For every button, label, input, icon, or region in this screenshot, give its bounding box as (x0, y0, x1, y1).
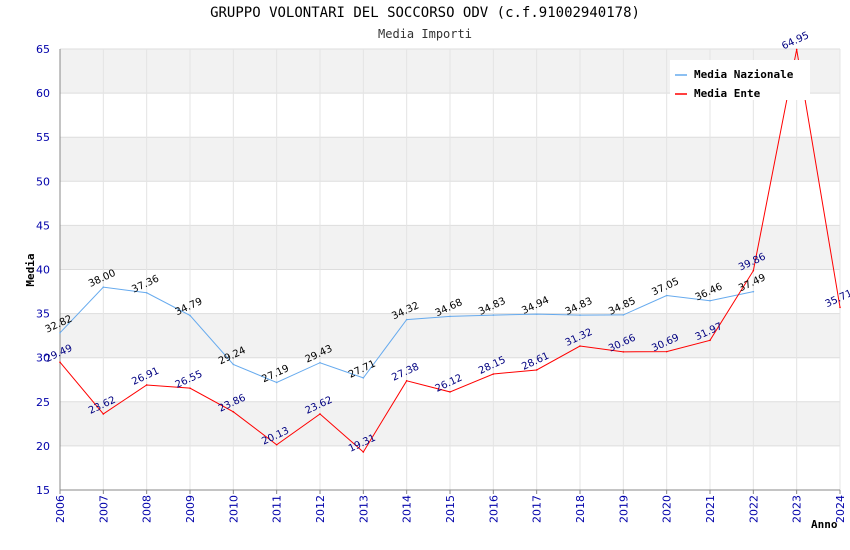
media-nazionale-data-label: 38.00 (87, 268, 118, 290)
media-nazionale-point (622, 314, 625, 316)
x-tick-label: 2019 (617, 495, 630, 523)
media-nazionale-point (492, 314, 495, 316)
media-ente-point (145, 384, 148, 386)
media-nazionale-point (405, 318, 408, 321)
y-tick-label: 25 (36, 396, 50, 409)
x-tick-label: 2006 (54, 495, 67, 523)
x-tick-label: 2017 (531, 495, 544, 523)
y-tick-label: 60 (36, 87, 50, 100)
x-tick-label: 2020 (661, 495, 674, 523)
y-tick-label: 55 (36, 131, 50, 144)
media-ente-point (665, 350, 668, 353)
x-tick-label: 2010 (227, 495, 240, 523)
legend-label-media-ente: Media Ente (694, 87, 761, 100)
media-nazionale-point (275, 381, 278, 384)
x-tick-label: 2012 (314, 495, 327, 523)
y-tick-label: 15 (36, 484, 50, 497)
legend-label-media-nazionale: Media Nazionale (694, 68, 794, 81)
chart-title: GRUPPO VOLONTARI DEL SOCCORSO ODV (c.f.9… (210, 5, 640, 21)
x-tick-label: 2013 (357, 495, 370, 523)
media-ente-point (449, 391, 451, 393)
axes (59, 49, 841, 494)
media-ente-point (102, 413, 105, 415)
y-axis-label: Media (24, 253, 37, 286)
y-tick-label: 20 (36, 440, 50, 453)
series-lines (59, 48, 841, 453)
gridlines (59, 48, 841, 491)
media-nazionale-point (59, 332, 61, 334)
media-ente-point (752, 269, 755, 272)
media-nazionale-point (665, 294, 668, 297)
media-ente-point (709, 339, 711, 342)
media-nazionale-point (319, 361, 321, 364)
x-tick-labels: 2006 2007 2008 2009 2010 2011 2012 2013 2014 2015… (54, 495, 847, 523)
media-ente-point (362, 451, 365, 453)
media-nazionale-point (449, 315, 451, 318)
media-ente-point (189, 387, 191, 389)
x-tick-label: 2018 (574, 495, 587, 523)
legend-box (670, 60, 810, 100)
media-nazionale-data-label: 37.49 (737, 272, 768, 294)
x-tick-label: 2016 (487, 495, 500, 523)
media-ente-point (622, 351, 625, 353)
x-tick-label: 2007 (97, 495, 110, 523)
media-nazionale-point (145, 291, 148, 294)
media-nazionale-data-label: 37.05 (650, 276, 681, 298)
y-tick-label: 45 (36, 219, 50, 232)
media-ente-point (579, 345, 581, 347)
y-tick-label: 40 (36, 264, 50, 277)
media-ente-point (795, 48, 798, 51)
media-ente-point (319, 413, 321, 415)
media-ente-point (492, 373, 495, 375)
x-tick-label: 2021 (704, 495, 717, 523)
media-ente-data-label: 27.38 (390, 362, 421, 384)
media-nazionale-point (752, 290, 755, 293)
chart-subtitle: Media Importi (378, 27, 472, 41)
legend: Media Nazionale Media Ente (670, 60, 810, 100)
media-ente-point (405, 380, 408, 382)
y-tick-label: 35 (36, 308, 50, 321)
x-tick-label: 2014 (401, 495, 414, 523)
media-ente-point (839, 306, 841, 309)
x-tick-label: 2015 (444, 495, 457, 523)
media-nazionale-point (579, 314, 581, 316)
y-tick-labels: 15 20 25 30 35 40 45 50 55 60 65 (36, 43, 50, 497)
y-tick-label: 50 (36, 175, 50, 188)
x-tick-label: 2008 (141, 495, 154, 523)
media-nazionale-point (189, 314, 191, 317)
media-ente-data-label: 29.49 (44, 343, 75, 365)
x-tick-label: 2024 (834, 495, 847, 523)
media-nazionale-point (362, 377, 365, 379)
x-axis-label: Anno (811, 518, 838, 531)
x-tick-label: 2009 (184, 495, 197, 523)
media-nazionale-point (102, 286, 105, 288)
x-tick-label: 2023 (791, 495, 804, 523)
media-ente-point (535, 369, 538, 371)
media-nazionale-point (709, 299, 711, 302)
media-ente-point (275, 443, 278, 446)
media-nazionale-point (535, 313, 538, 315)
media-ente-data-label: 26.91 (130, 366, 161, 388)
media-ente-point (59, 361, 61, 363)
media-nazionale-point (232, 363, 235, 366)
y-tick-label: 30 (36, 352, 50, 365)
y-tick-label: 65 (36, 43, 50, 56)
x-tick-label: 2022 (747, 495, 760, 523)
media-ente-point (232, 411, 235, 413)
x-tick-label: 2011 (271, 495, 284, 523)
